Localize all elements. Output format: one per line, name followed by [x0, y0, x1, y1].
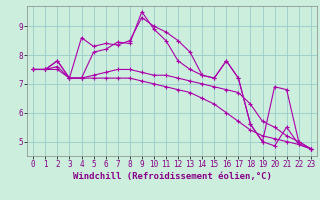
X-axis label: Windchill (Refroidissement éolien,°C): Windchill (Refroidissement éolien,°C) — [73, 172, 271, 181]
